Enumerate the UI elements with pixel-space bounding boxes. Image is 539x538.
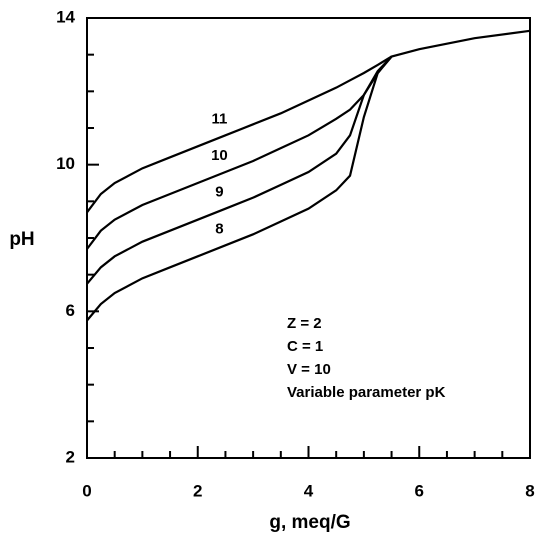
x-tick-label: 8 [525, 481, 534, 500]
y-axis-label: pH [9, 229, 34, 250]
curve-label: 8 [215, 220, 223, 237]
x-axis-label: g, meq/G [269, 512, 350, 533]
annotation: Variable parameter pK [287, 384, 446, 401]
curve [86, 55, 393, 285]
curve-label: 10 [211, 147, 228, 164]
curve [86, 55, 393, 322]
y-tick-label: 2 [66, 447, 75, 466]
x-tick-label: 0 [82, 481, 91, 500]
y-tick-label: 6 [66, 301, 75, 320]
y-tick-label: 14 [56, 7, 75, 26]
curve [86, 29, 531, 213]
annotation: C = 1 [287, 338, 323, 355]
x-tick-label: 4 [304, 481, 314, 500]
annotation: V = 10 [287, 361, 331, 378]
y-tick-label: 10 [56, 154, 75, 173]
curve-label: 11 [212, 110, 228, 127]
curve [86, 55, 393, 250]
x-tick-label: 6 [415, 481, 424, 500]
annotation: Z = 2 [287, 315, 322, 332]
curve-label: 9 [215, 184, 223, 201]
x-tick-label: 2 [193, 481, 202, 500]
